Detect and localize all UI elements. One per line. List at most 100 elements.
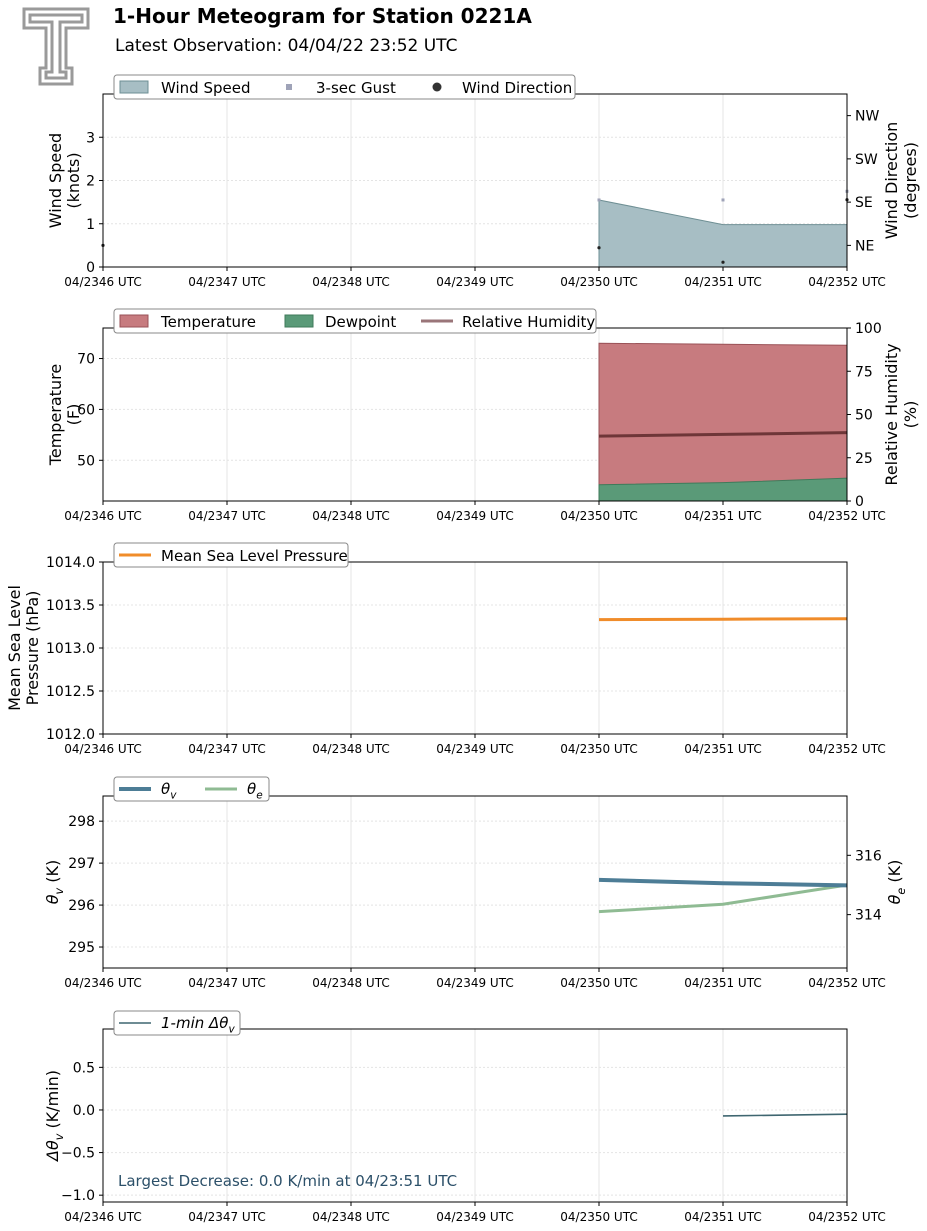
x-tick-label: 04/2346 UTC	[64, 1210, 141, 1224]
gust-point	[597, 198, 601, 202]
x-tick-label: 04/2349 UTC	[436, 275, 513, 289]
x-tick-label: 04/2349 UTC	[436, 1210, 513, 1224]
y2-tick-label: 314	[855, 908, 882, 924]
x-tick-label: 04/2351 UTC	[684, 742, 761, 756]
wind-direction-point	[721, 260, 725, 264]
y-tick-label: 298	[68, 814, 95, 830]
y2-tick-label: 50	[855, 408, 873, 424]
y2-tick-label: NW	[855, 109, 879, 125]
y-tick-label: 1	[86, 217, 95, 233]
legend-box	[113, 308, 597, 334]
x-tick-label: 04/2347 UTC	[188, 742, 265, 756]
y-tick-label: 0.5	[73, 1060, 95, 1076]
x-tick-label: 04/2350 UTC	[560, 509, 637, 523]
legend-delta-theta-v-label: 1-min Δθv	[161, 1014, 235, 1036]
legend-wind-direction-label: Wind Direction	[462, 79, 572, 97]
gust-point	[721, 198, 725, 202]
x-tick-label: 04/2350 UTC	[560, 1210, 637, 1224]
y2-tick-label: 316	[855, 848, 882, 864]
y-axis-label: (knots)	[64, 152, 83, 208]
temperature-area	[598, 342, 848, 502]
x-tick-label: 04/2351 UTC	[684, 1210, 761, 1224]
y-tick-label: 2	[86, 174, 95, 190]
wind-direction-point	[597, 246, 601, 250]
y2-tick-label: 0	[855, 494, 864, 510]
legend-temperature-swatch	[119, 314, 149, 328]
legend-box	[113, 1010, 241, 1036]
legend-dewpoint-label: Dewpoint	[325, 313, 396, 331]
legend-box	[113, 74, 576, 100]
y-axis-label: (F)	[64, 404, 83, 426]
theta-v-line	[598, 877, 848, 888]
y2-axis-label: θe (K)	[885, 860, 908, 905]
y-axis-label: Mean Sea Level	[5, 585, 24, 711]
delta-theta-v-line	[722, 1113, 848, 1117]
x-tick-label: 04/2352 UTC	[808, 1210, 885, 1224]
y-tick-label: 295	[68, 940, 95, 956]
x-tick-label: 04/2352 UTC	[808, 976, 885, 990]
x-tick-label: 04/2349 UTC	[436, 742, 513, 756]
x-tick-label: 04/2347 UTC	[188, 509, 265, 523]
y2-tick-label: 25	[855, 451, 873, 467]
legend-temperature-label: Temperature	[160, 313, 256, 331]
legend-wind-speed-label: Wind Speed	[161, 79, 251, 97]
y2-axis-label: (degrees)	[901, 142, 920, 219]
x-tick-label: 04/2346 UTC	[64, 976, 141, 990]
y-axis-label: Temperature	[46, 364, 65, 466]
relative-humidity-line	[598, 431, 848, 438]
legend-theta-e-label: θe	[247, 780, 263, 802]
x-tick-label: 04/2346 UTC	[64, 275, 141, 289]
x-tick-label: 04/2349 UTC	[436, 976, 513, 990]
x-tick-label: 04/2351 UTC	[684, 976, 761, 990]
y-tick-label: 1012.5	[46, 684, 95, 700]
x-tick-label: 04/2348 UTC	[312, 742, 389, 756]
y-axis-label: Wind Speed	[46, 133, 65, 228]
legend-wind-direction-swatch	[432, 82, 442, 92]
legend-box	[113, 776, 270, 802]
y2-axis-label: Relative Humidity	[882, 343, 901, 485]
y2-tick-label: SW	[855, 152, 878, 168]
y-axis-label: Pressure (hPa)	[23, 591, 42, 706]
x-tick-label: 04/2351 UTC	[684, 275, 761, 289]
legend-rh-label: Relative Humidity	[462, 313, 595, 331]
x-tick-label: 04/2349 UTC	[436, 509, 513, 523]
x-tick-label: 04/2351 UTC	[684, 509, 761, 523]
largest-decrease-annotation: Largest Decrease: 0.0 K/min at 04/23:51 …	[118, 1172, 457, 1190]
x-tick-label: 04/2347 UTC	[188, 1210, 265, 1224]
legend-box	[113, 542, 349, 568]
x-tick-label: 04/2348 UTC	[312, 275, 389, 289]
y2-axis-label: (%)	[901, 401, 920, 429]
y2-tick-label: NE	[855, 238, 874, 254]
x-tick-label: 04/2348 UTC	[312, 1210, 389, 1224]
y-axis-label: Δθv (K/min)	[43, 1070, 66, 1163]
y-tick-label: 1014.0	[46, 555, 95, 571]
legend-gust-swatch	[286, 84, 292, 90]
x-tick-label: 04/2350 UTC	[560, 976, 637, 990]
page-title: 1-Hour Meteogram for Station 0221A	[113, 4, 532, 28]
y-tick-label: 50	[77, 453, 95, 469]
x-tick-label: 04/2350 UTC	[560, 275, 637, 289]
y-axis-label: θv (K)	[43, 860, 66, 904]
legend-gust-label: 3-sec Gust	[316, 79, 396, 97]
y-tick-label: 296	[68, 898, 95, 914]
x-tick-label: 04/2347 UTC	[188, 275, 265, 289]
x-tick-label: 04/2346 UTC	[64, 742, 141, 756]
x-tick-label: 04/2352 UTC	[808, 742, 885, 756]
texas-tech-double-t-logo-icon	[22, 7, 90, 86]
x-tick-label: 04/2350 UTC	[560, 742, 637, 756]
legend-theta-v-label: θv	[161, 780, 177, 802]
y2-tick-label: 75	[855, 364, 873, 380]
x-tick-label: 04/2346 UTC	[64, 509, 141, 523]
y-tick-label: 1013.0	[46, 641, 95, 657]
y-tick-label: 297	[68, 856, 95, 872]
x-tick-label: 04/2347 UTC	[188, 976, 265, 990]
legend-dewpoint-swatch	[284, 314, 314, 328]
theta-e-line	[598, 883, 848, 914]
y-tick-label: −1.0	[61, 1188, 95, 1204]
y-tick-label: 0.0	[73, 1103, 95, 1119]
y2-tick-label: SE	[855, 195, 873, 211]
x-tick-label: 04/2348 UTC	[312, 976, 389, 990]
y-tick-label: 60	[77, 402, 95, 418]
y2-axis-label: Wind Direction	[882, 122, 901, 240]
